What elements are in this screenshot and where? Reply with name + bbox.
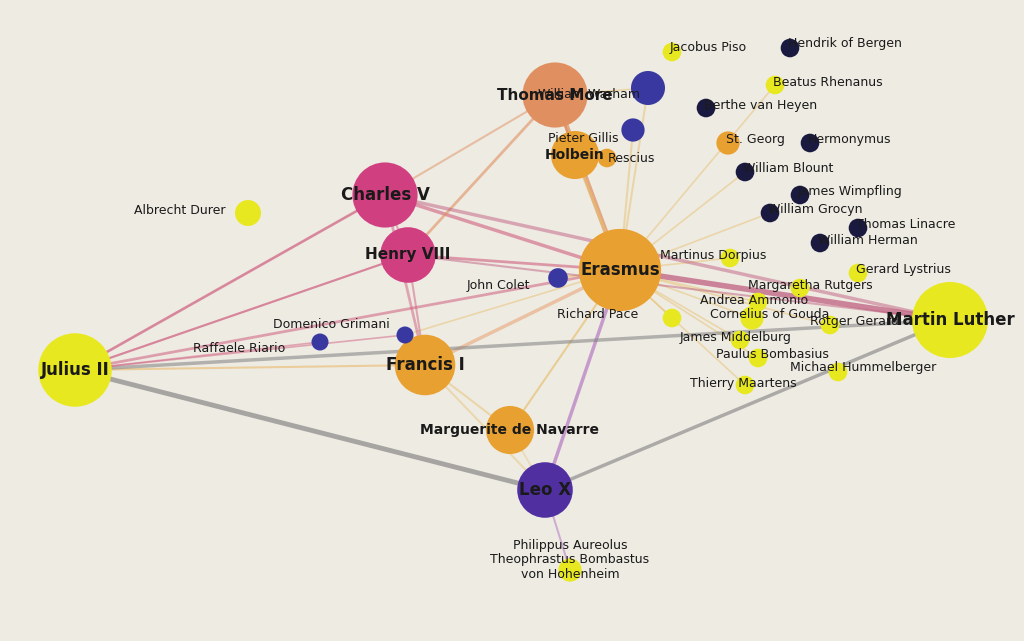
Point <box>502 425 518 435</box>
Point <box>720 138 736 148</box>
Text: Michael Hummelberger: Michael Hummelberger <box>790 362 936 374</box>
Point <box>640 83 656 93</box>
Point <box>942 315 958 325</box>
Point <box>850 268 866 278</box>
Text: Erasmus: Erasmus <box>581 261 659 279</box>
Point <box>750 353 766 363</box>
Text: William Warham: William Warham <box>538 88 640 101</box>
Point <box>737 167 754 177</box>
Text: Martinus Dorpius: Martinus Dorpius <box>660 249 766 262</box>
Text: Thomas More: Thomas More <box>498 88 612 103</box>
Text: Rotger Gerard: Rotger Gerard <box>810 315 899 328</box>
Point <box>850 223 866 233</box>
Point <box>537 485 553 495</box>
Text: Andrea Ammonio: Andrea Ammonio <box>700 294 808 306</box>
Text: Richard Pace: Richard Pace <box>557 308 638 322</box>
Point <box>311 337 328 347</box>
Point <box>829 367 846 377</box>
Point <box>812 238 828 248</box>
Text: Henry VIII: Henry VIII <box>366 247 451 263</box>
Text: Thomas Linacre: Thomas Linacre <box>856 219 955 231</box>
Point <box>750 297 766 307</box>
Text: Paulus Bombasius: Paulus Bombasius <box>716 349 828 362</box>
Point <box>822 320 839 330</box>
Text: Jacobus Piso: Jacobus Piso <box>670 42 748 54</box>
Point <box>664 47 680 57</box>
Point <box>762 208 778 218</box>
Text: Pieter Gillis: Pieter Gillis <box>548 131 618 144</box>
Text: John Colet: John Colet <box>467 278 530 292</box>
Point <box>240 208 256 218</box>
Text: Thierry Maartens: Thierry Maartens <box>690 376 797 390</box>
Text: Rescius: Rescius <box>608 151 655 165</box>
Text: Martin Luther: Martin Luther <box>886 311 1015 329</box>
Point <box>697 103 714 113</box>
Text: James Wimpfling: James Wimpfling <box>798 185 903 199</box>
Text: Julius II: Julius II <box>41 361 110 379</box>
Point <box>802 138 818 148</box>
Point <box>611 265 628 275</box>
Point <box>562 565 579 575</box>
Text: William Blount: William Blount <box>743 162 834 174</box>
Point <box>732 335 749 345</box>
Point <box>67 365 83 375</box>
Point <box>547 90 563 100</box>
Text: St. Georg: St. Georg <box>726 133 784 147</box>
Text: Philippus Aureolus
Theophrastus Bombastus
von Hohenheim: Philippus Aureolus Theophrastus Bombastu… <box>490 538 649 581</box>
Point <box>417 360 433 370</box>
Text: Domenico Grimani: Domenico Grimani <box>273 319 390 331</box>
Text: Gerard Lystrius: Gerard Lystrius <box>856 263 951 276</box>
Point <box>664 313 680 323</box>
Text: Leo X: Leo X <box>519 481 571 499</box>
Point <box>599 153 615 163</box>
Text: James Middelburg: James Middelburg <box>680 331 792 344</box>
Point <box>767 80 783 90</box>
Text: Hermonymus: Hermonymus <box>808 133 892 147</box>
Text: Margaretha Rutgers: Margaretha Rutgers <box>748 278 872 292</box>
Point <box>792 283 808 293</box>
Point <box>781 43 798 53</box>
Text: Hendrik of Bergen: Hendrik of Bergen <box>788 38 902 51</box>
Point <box>550 273 566 283</box>
Point <box>792 190 808 200</box>
Text: Beatus Rhenanus: Beatus Rhenanus <box>773 76 883 88</box>
Point <box>722 253 738 263</box>
Text: Francis I: Francis I <box>386 356 464 374</box>
Text: Charles V: Charles V <box>341 186 429 204</box>
Text: Albrecht Durer: Albrecht Durer <box>133 203 225 217</box>
Point <box>377 190 393 200</box>
Point <box>743 313 760 323</box>
Text: William Grocyn: William Grocyn <box>768 203 862 217</box>
Text: Holbein: Holbein <box>545 148 605 162</box>
Point <box>567 150 584 160</box>
Text: Cornelius of Gouda: Cornelius of Gouda <box>710 308 829 322</box>
Point <box>625 125 641 135</box>
Point <box>397 330 414 340</box>
Point <box>399 250 416 260</box>
Text: Raffaele Riario: Raffaele Riario <box>193 342 285 354</box>
Text: William Herman: William Herman <box>818 233 918 247</box>
Text: Marguerite de Navarre: Marguerite de Navarre <box>421 423 599 437</box>
Point <box>737 380 754 390</box>
Text: Berthe van Heyen: Berthe van Heyen <box>705 99 817 112</box>
